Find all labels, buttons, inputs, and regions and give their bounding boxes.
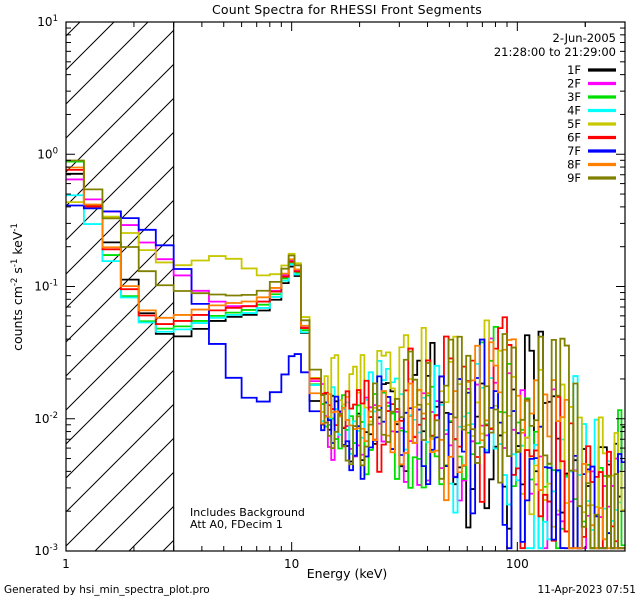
legend-label-3f[interactable]: 3F (567, 90, 581, 104)
legend-label-6f[interactable]: 6F (567, 131, 581, 145)
y-tick-label: 10-3 (34, 543, 58, 558)
y-axis-title-mid2: keV (10, 231, 25, 258)
y-axis-title: counts cm-2 s-1 keV-1 (10, 223, 25, 351)
y-tick-label: 100 (37, 146, 58, 161)
annotation-line-1: Includes Background (190, 506, 305, 519)
spectra-series-group (66, 159, 625, 550)
x-axis-title: Energy (keV) (307, 566, 388, 581)
x-axis-tick-labels: 1 10 100 (62, 557, 529, 571)
y-axis-title-exp1: -2 (10, 278, 20, 286)
legend-label-9f[interactable]: 9F (567, 171, 581, 185)
x-tick-label: 100 (506, 557, 529, 571)
x-axis-ticks (65, 22, 626, 551)
observation-time-range: 21:28:00 to 21:29:00 (494, 45, 616, 59)
y-tick-label: 10-2 (34, 411, 58, 426)
observation-date: 2-Jun-2005 (553, 31, 617, 45)
svg-text:counts cm-2 s-1 keV-1: counts cm-2 s-1 keV-1 (10, 223, 25, 351)
hatch-fill (66, 22, 174, 551)
y-axis-title-mid: s (10, 267, 25, 278)
spectrum-line-9f (66, 159, 625, 550)
footer-timestamp: 11-Apr-2023 07:51 (537, 584, 636, 596)
legend-label-1f[interactable]: 1F (567, 63, 581, 77)
page-title: Count Spectra for RHESSI Front Segments (212, 2, 482, 17)
legend-label-5f[interactable]: 5F (567, 117, 581, 131)
annotation-line-2: Att A0, FDecim 1 (190, 518, 283, 531)
legend-label-2f[interactable]: 2F (567, 77, 581, 91)
y-tick-label: 101 (37, 14, 58, 29)
y-tick-label: 10-1 (34, 279, 58, 294)
y-axis-title-base: counts cm (10, 286, 25, 351)
legend-label-4f[interactable]: 4F (567, 104, 581, 118)
footer-generator: Generated by hsi_min_spectra_plot.pro (4, 584, 210, 596)
y-axis-ticks (66, 21, 625, 552)
legend-label-7f[interactable]: 7F (567, 144, 581, 158)
x-tick-label: 1 (62, 557, 70, 571)
x-tick-label: 10 (284, 557, 299, 571)
legend-label-8f[interactable]: 8F (567, 158, 581, 172)
excluded-band-hatching (66, 22, 175, 551)
y-axis-tick-labels: 10-3 10-2 10-1 100 101 (34, 14, 58, 558)
y-axis-title-exp2: -1 (10, 259, 20, 267)
y-axis-title-exp3: -1 (10, 223, 20, 231)
spectrum-line-7f (66, 204, 625, 550)
